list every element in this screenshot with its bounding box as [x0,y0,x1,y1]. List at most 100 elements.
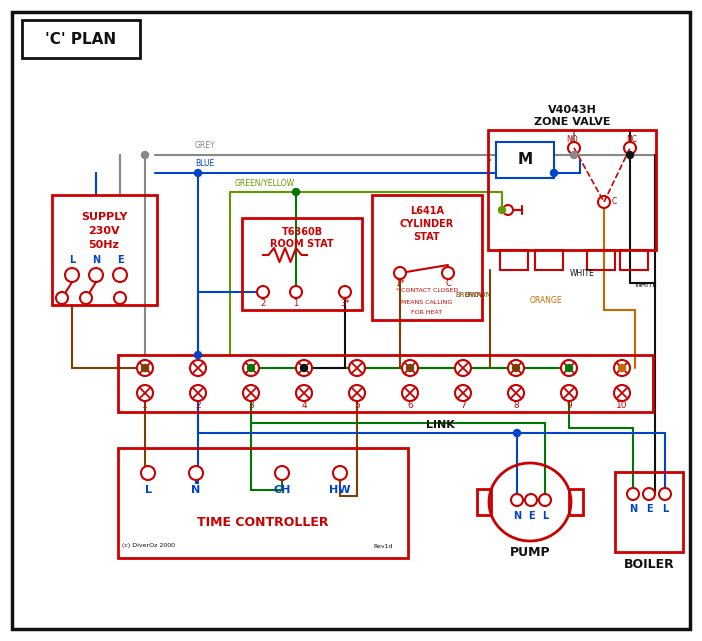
Circle shape [194,351,201,358]
Circle shape [455,385,471,401]
Text: L: L [662,504,668,514]
Text: 1: 1 [142,401,148,410]
Text: 9: 9 [566,401,572,410]
Text: T6360B: T6360B [282,227,322,237]
Text: FOR HEAT: FOR HEAT [411,310,442,315]
Circle shape [333,466,347,480]
Circle shape [113,268,127,282]
Circle shape [402,360,418,376]
Text: CYLINDER: CYLINDER [400,219,454,229]
Bar [488,130,656,250]
Bar [535,250,563,270]
Text: 'C' PLAN: 'C' PLAN [46,31,117,47]
Text: 6: 6 [407,401,413,410]
Circle shape [243,385,259,401]
Text: ZONE VALVE: ZONE VALVE [534,117,610,127]
Circle shape [566,365,573,372]
Text: E: E [646,504,652,514]
Text: ROOM STAT: ROOM STAT [270,239,334,249]
Bar [52,195,157,305]
Circle shape [80,292,92,304]
Circle shape [513,429,520,437]
Circle shape [257,286,269,298]
Circle shape [511,494,523,506]
Circle shape [508,360,524,376]
Text: 230V: 230V [88,226,120,236]
Circle shape [142,151,149,158]
Circle shape [618,365,625,372]
Bar [372,195,482,320]
Circle shape [296,360,312,376]
Text: 7: 7 [460,401,466,410]
Circle shape [406,365,413,372]
Bar [118,448,408,558]
Circle shape [550,169,557,176]
Text: WHITE: WHITE [635,282,658,288]
Circle shape [627,488,639,500]
Text: V4043H: V4043H [548,105,597,115]
Text: N: N [629,504,637,514]
Circle shape [248,365,255,372]
Circle shape [296,385,312,401]
Text: C: C [611,197,616,206]
Circle shape [539,494,551,506]
Circle shape [190,385,206,401]
Text: 5: 5 [354,401,360,410]
Text: TIME CONTROLLER: TIME CONTROLLER [197,517,329,529]
Text: BLUE: BLUE [195,159,214,168]
Circle shape [65,268,79,282]
Text: (c) DiverOz 2000: (c) DiverOz 2000 [121,544,175,549]
Circle shape [349,360,365,376]
Circle shape [561,360,577,376]
Text: N: N [92,255,100,265]
Bar [587,250,615,270]
Text: 1*: 1* [395,279,405,288]
Circle shape [290,286,302,298]
Text: 50Hz: 50Hz [88,240,119,250]
Text: CH: CH [273,485,291,495]
Circle shape [598,196,610,208]
Text: 4: 4 [301,401,307,410]
Circle shape [402,385,418,401]
Circle shape [137,360,153,376]
Text: GREY: GREY [195,141,216,150]
Bar [22,20,140,58]
Text: BOILER: BOILER [623,558,675,570]
Text: ORANGE: ORANGE [530,296,562,305]
Circle shape [293,188,300,196]
Circle shape [394,267,406,279]
Circle shape [561,385,577,401]
Text: NO: NO [567,135,578,144]
Text: SUPPLY: SUPPLY [81,212,127,222]
Circle shape [190,360,206,376]
Circle shape [275,466,289,480]
Circle shape [512,365,519,372]
Circle shape [300,365,307,372]
Text: C: C [445,279,451,288]
Circle shape [525,494,537,506]
Text: * CONTACT CLOSED: * CONTACT CLOSED [396,288,458,294]
Text: 3*: 3* [340,299,350,308]
Circle shape [568,142,580,154]
Text: PUMP: PUMP [510,545,550,558]
Text: GREEN/YELLOW: GREEN/YELLOW [235,178,295,187]
Text: L: L [542,511,548,521]
Circle shape [626,151,633,158]
Bar [569,489,583,515]
Text: 10: 10 [616,401,628,410]
Circle shape [339,286,351,298]
Circle shape [189,466,203,480]
Bar [242,218,362,310]
Bar [620,250,648,270]
Text: N: N [513,511,521,521]
Bar [500,250,528,270]
Circle shape [614,360,630,376]
Text: E: E [528,511,534,521]
Text: STAT: STAT [413,232,440,242]
Text: MEANS CALLING: MEANS CALLING [402,299,453,304]
Circle shape [56,292,68,304]
Text: M: M [517,153,533,167]
Bar [118,355,653,412]
Text: 3: 3 [248,401,254,410]
Text: Rev1d: Rev1d [373,544,392,549]
